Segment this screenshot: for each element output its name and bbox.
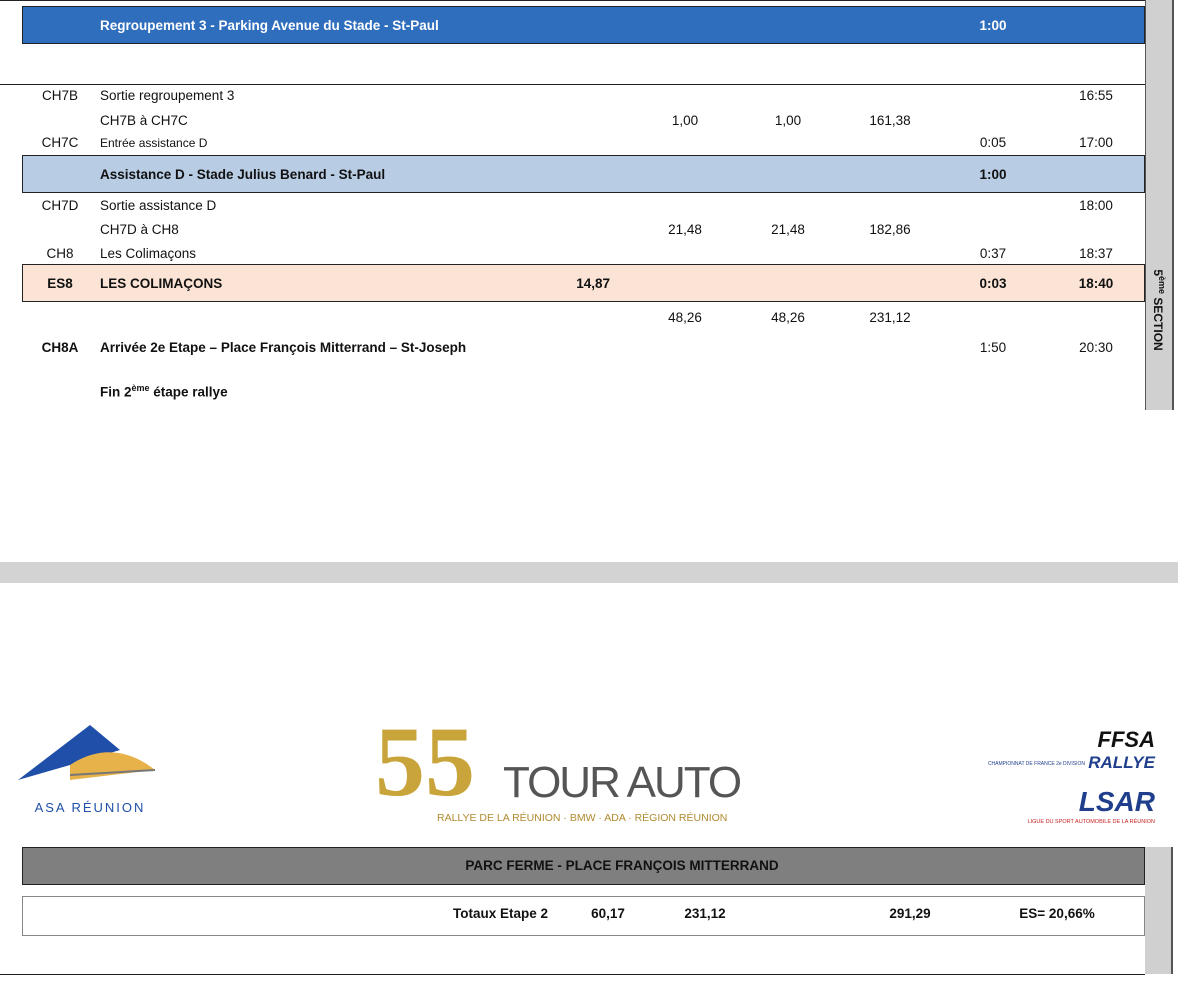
section-label: 5ème SECTION: [1151, 269, 1167, 350]
ffsa: FFSA: [1098, 727, 1155, 752]
row-band: [22, 6, 1145, 44]
lsar: LSAR: [1079, 786, 1156, 817]
ffsa-lsar-logo: FFSA CHAMPIONNAT DE FRANCE 2e DIVISION R…: [988, 727, 1156, 825]
label: Sortie regroupement 3: [100, 88, 235, 103]
label: Assistance D - Stade Julius Benard - St-…: [100, 167, 386, 182]
rallye: RALLYE: [1088, 753, 1155, 772]
rule: [0, 84, 1145, 85]
text: Fin 2: [100, 384, 132, 400]
label: CH7D à CH8: [100, 222, 179, 237]
time-hour: 17:00: [1079, 135, 1113, 150]
tour-number: 55: [375, 706, 475, 817]
total-liaison: 231,12: [684, 906, 726, 921]
dist-liaison: 48,26: [668, 310, 702, 325]
row-band: [22, 155, 1145, 193]
time-sector: 1:00: [979, 18, 1007, 33]
label: Les Colimaçons: [100, 246, 197, 261]
dist-liaison: 1,00: [671, 113, 699, 128]
time-hour: 18:40: [1078, 276, 1114, 291]
es-ratio: ES= 20,66%: [1019, 906, 1095, 921]
code: ES8: [47, 276, 73, 291]
totals-box: [22, 896, 1145, 936]
time-sector: 1:50: [979, 340, 1007, 355]
section-word: SECTION: [1151, 294, 1165, 351]
parc-ferme-bar: [22, 847, 1145, 885]
dist-cumul: 161,38: [869, 113, 911, 128]
asa-logo: ASA RÉUNION: [18, 725, 156, 815]
time-hour: 20:30: [1079, 340, 1113, 355]
time-hour: 18:00: [1079, 198, 1113, 213]
ffsa-subtitle: CHAMPIONNAT DE FRANCE 2e DIVISION: [988, 761, 1085, 767]
time-sector: 0:37: [979, 246, 1007, 261]
time-sector: 0:05: [979, 135, 1007, 150]
time-hour: 16:55: [1079, 88, 1113, 103]
time-sector: 1:00: [979, 167, 1007, 182]
superscript: ème: [131, 383, 150, 393]
code: CH7D: [41, 198, 79, 213]
code: CH8A: [41, 340, 79, 355]
code: CH8: [46, 246, 74, 261]
rule: [0, 0, 1145, 1]
dist-total: 21,48: [771, 222, 805, 237]
page-break: [0, 562, 1178, 583]
total-es: 60,17: [591, 906, 625, 921]
superscript: ème: [1157, 276, 1167, 295]
text: étape rallye: [149, 384, 228, 400]
tour-subtitle: RALLYE DE LA RÉUNION · BMW · ADA · RÉGIO…: [437, 811, 727, 824]
label: Sortie assistance D: [100, 198, 217, 213]
section-column: [1145, 0, 1174, 410]
parc-ferme: PARC FERME - PLACE FRANÇOIS MITTERRAND: [465, 858, 779, 873]
section-number: 5: [1151, 269, 1165, 276]
code: CH7B: [41, 88, 79, 103]
label: LES COLIMAÇONS: [100, 276, 223, 291]
dist-liaison: 21,48: [668, 222, 702, 237]
section-column: [1145, 847, 1173, 974]
asa-name: ASA RÉUNION: [35, 800, 146, 815]
label: Arrivée 2e Etape – Place François Mitter…: [100, 340, 467, 355]
code: CH7C: [41, 135, 79, 150]
closing-note: Fin 2ème étape rallye: [100, 380, 228, 401]
totals-label: Totaux Etape 2: [452, 906, 548, 921]
label: Regroupement 3 - Parking Avenue du Stade…: [100, 18, 439, 33]
label: Entrée assistance D: [100, 136, 208, 150]
time-hour: 18:37: [1079, 246, 1113, 261]
label: CH7B à CH7C: [100, 113, 188, 128]
dist-es: 14,87: [576, 276, 610, 291]
total-all: 291,29: [889, 906, 931, 921]
tour-name: TOUR AUTO: [503, 758, 741, 807]
lsar-subtitle: LIGUE DU SPORT AUTOMOBILE DE LA RÉUNION: [1028, 818, 1155, 825]
dist-total: 1,00: [774, 113, 802, 128]
tour-auto-logo: 55 TOUR AUTO RALLYE DE LA RÉUNION · BMW …: [375, 706, 743, 824]
row-band: [22, 264, 1145, 302]
dist-cumul: 182,86: [869, 222, 911, 237]
time-sector: 0:03: [979, 276, 1007, 291]
rule: [0, 974, 1145, 975]
dist-cumul: 231,12: [869, 310, 911, 325]
dist-total: 48,26: [771, 310, 805, 325]
